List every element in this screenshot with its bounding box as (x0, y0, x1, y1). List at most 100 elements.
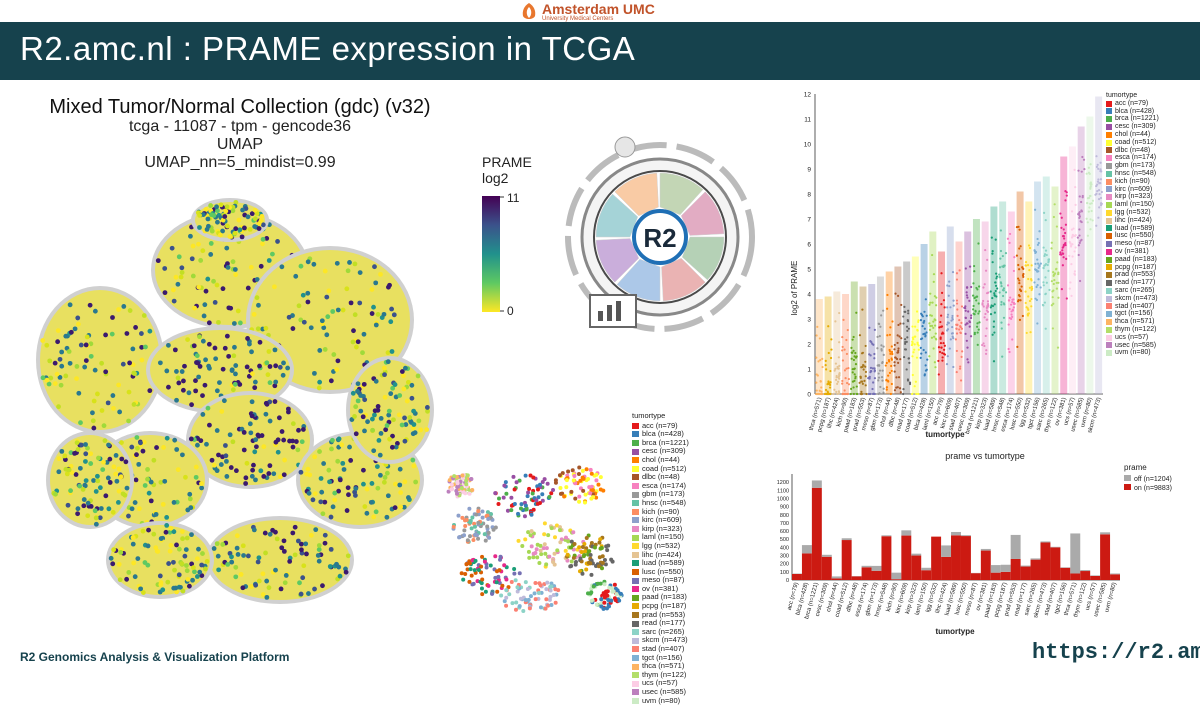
strip-point (944, 345, 946, 347)
strip-point (917, 319, 919, 321)
strip-point (851, 352, 853, 354)
strip-point (1030, 305, 1032, 307)
tumortype-umap-point (526, 530, 530, 534)
umap-point (300, 439, 305, 444)
strip-point (1059, 212, 1061, 214)
strip-point (956, 302, 958, 304)
umap-point (252, 385, 257, 390)
tumortype-umap-point (525, 507, 529, 511)
umap-point (372, 413, 377, 418)
strip-point (847, 367, 849, 369)
umap-point (229, 465, 234, 470)
strip-point (833, 389, 835, 391)
strip-point (855, 357, 857, 359)
umap-point (193, 388, 198, 393)
bar-off (1040, 541, 1050, 542)
umap-point (76, 391, 81, 396)
prame-bar-chart: prame vs tumortype 010020030040050060070… (770, 448, 1200, 638)
strip-point (852, 371, 854, 373)
strip-point (818, 393, 820, 395)
umap-point (266, 471, 271, 476)
strip-point (1038, 242, 1040, 244)
colorbar-title: PRAME (482, 154, 532, 170)
umap-point (110, 393, 115, 398)
strip-point (881, 362, 883, 364)
umap-point (270, 252, 275, 257)
legend-swatch (1106, 257, 1112, 263)
umap-point (273, 363, 278, 368)
strip-point (835, 362, 837, 364)
tumortype-umap-point (504, 577, 508, 581)
umap-point (231, 387, 236, 392)
strip-point (1096, 190, 1098, 192)
strip-point (1092, 219, 1094, 221)
umap-point (264, 579, 269, 584)
strip-point (853, 359, 855, 361)
strip-point (992, 334, 994, 336)
strip-point (973, 313, 975, 315)
strip-point (1040, 263, 1042, 265)
legend-item: laml (n=150) (1106, 201, 1159, 209)
umap-point (374, 509, 379, 514)
umap-point (221, 286, 226, 291)
tumortype-umap-point (460, 516, 464, 520)
tumortype-umap-point (569, 490, 573, 494)
strip-point (969, 325, 971, 327)
strip-point (969, 266, 971, 268)
tumortype-umap-point (480, 555, 484, 559)
umap-point (264, 401, 269, 406)
strip-point (1019, 295, 1021, 297)
tumortype-umap-point (480, 510, 484, 514)
umap-point (45, 378, 50, 383)
strip-point (941, 360, 943, 362)
strip-point (1063, 228, 1065, 230)
strip-legend-title: tumortype (1106, 92, 1159, 100)
umap-point (183, 475, 188, 480)
strip-point (947, 355, 949, 357)
umap-point (176, 467, 181, 472)
umap-point (283, 580, 288, 585)
umap-point (370, 481, 375, 486)
umap-point (166, 385, 171, 390)
umap-point (425, 405, 430, 410)
strip-point (1047, 270, 1049, 272)
umap-point (55, 372, 60, 377)
umap-point (185, 577, 190, 582)
strip-point (983, 305, 985, 307)
strip-point (855, 363, 857, 365)
strip-point (865, 375, 867, 377)
umap-point (106, 476, 111, 481)
umap-point (56, 469, 61, 474)
strip-point (876, 347, 878, 349)
umap-point (253, 437, 258, 442)
umap-point (180, 270, 185, 275)
strip-point (897, 351, 899, 353)
tumortype-umap-point (535, 555, 539, 559)
strip-point (855, 376, 857, 378)
strip-point (964, 333, 966, 335)
umap-point (378, 272, 383, 277)
strip-point (862, 383, 864, 385)
strip-point (912, 374, 914, 376)
umap-point (106, 443, 111, 448)
strip-point (994, 281, 996, 283)
strip-point (984, 316, 986, 318)
umap-point (58, 357, 63, 362)
strip-point (939, 351, 941, 353)
strip-point (965, 267, 967, 269)
umap-point (205, 559, 210, 564)
strip-point (1034, 209, 1036, 211)
umap-point (330, 438, 335, 443)
bar-legend-off: off (n=1204) (1134, 476, 1172, 483)
umap-point (242, 448, 247, 453)
strip-point (1079, 280, 1081, 282)
umap-point (72, 451, 77, 456)
tumortype-umap-point (606, 544, 610, 548)
umap-point (258, 340, 263, 345)
footer-url[interactable]: https://r2.amc.nl (1032, 640, 1200, 665)
strip-point (1000, 301, 1002, 303)
strip-point (935, 338, 937, 340)
umap-point (126, 570, 131, 575)
umap-point (250, 413, 255, 418)
strip-point (1097, 168, 1099, 170)
